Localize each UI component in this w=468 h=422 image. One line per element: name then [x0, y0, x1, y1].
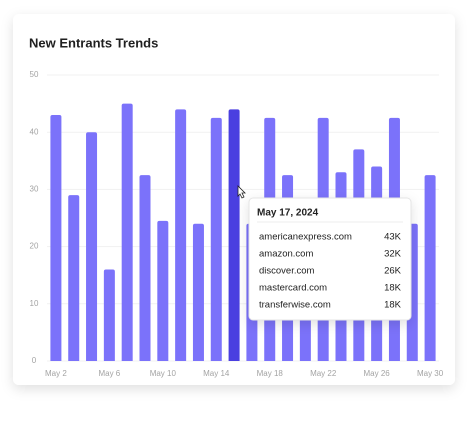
bar — [157, 220, 169, 361]
tooltip-label: amazon.com — [259, 249, 313, 260]
bar — [121, 103, 133, 361]
x-tick-label: May 22 — [310, 369, 337, 378]
bar — [228, 109, 240, 361]
tooltip-value: 18K — [384, 300, 402, 311]
tooltip-title: May 17, 2024 — [257, 208, 319, 219]
bar — [50, 115, 62, 361]
bar — [86, 132, 98, 361]
bar — [68, 195, 80, 361]
y-tick-label: 0 — [32, 356, 37, 365]
x-tick-label: May 30 — [417, 369, 444, 378]
tooltip-value: 18K — [384, 283, 402, 294]
x-tick-label: May 18 — [257, 369, 284, 378]
cursor — [237, 185, 246, 199]
y-tick-label: 50 — [30, 70, 39, 79]
tooltip-value: 32K — [384, 249, 402, 260]
y-tick-label: 20 — [30, 242, 39, 251]
x-tick-label: May 26 — [364, 369, 391, 378]
tooltip: May 17, 2024 americanexpress.com 43K amazo… — [248, 197, 412, 321]
tooltip-value: 26K — [384, 266, 402, 277]
tooltip-label: transferwise.com — [259, 300, 331, 311]
x-tick-label: May 2 — [45, 369, 67, 378]
chart-title: New Entrants Trends — [29, 35, 158, 50]
tooltip-label: discover.com — [259, 266, 315, 277]
x-tick-label: May 6 — [98, 369, 120, 378]
y-tick-label: 30 — [30, 185, 39, 194]
x-tick-label: May 14 — [203, 369, 230, 378]
tooltip-label: mastercard.com — [259, 283, 327, 294]
tooltip-box — [248, 197, 412, 321]
y-tick-label: 40 — [30, 127, 39, 136]
bar — [192, 223, 204, 361]
bar — [175, 109, 187, 361]
y-tick-label: 10 — [30, 299, 39, 308]
tooltip-label: americanexpress.com — [259, 232, 352, 243]
bar — [139, 175, 151, 361]
bar — [103, 269, 115, 361]
bar — [210, 117, 222, 362]
tooltip-value: 43K — [384, 232, 402, 243]
bar — [424, 175, 436, 361]
x-tick-label: May 10 — [150, 369, 177, 378]
